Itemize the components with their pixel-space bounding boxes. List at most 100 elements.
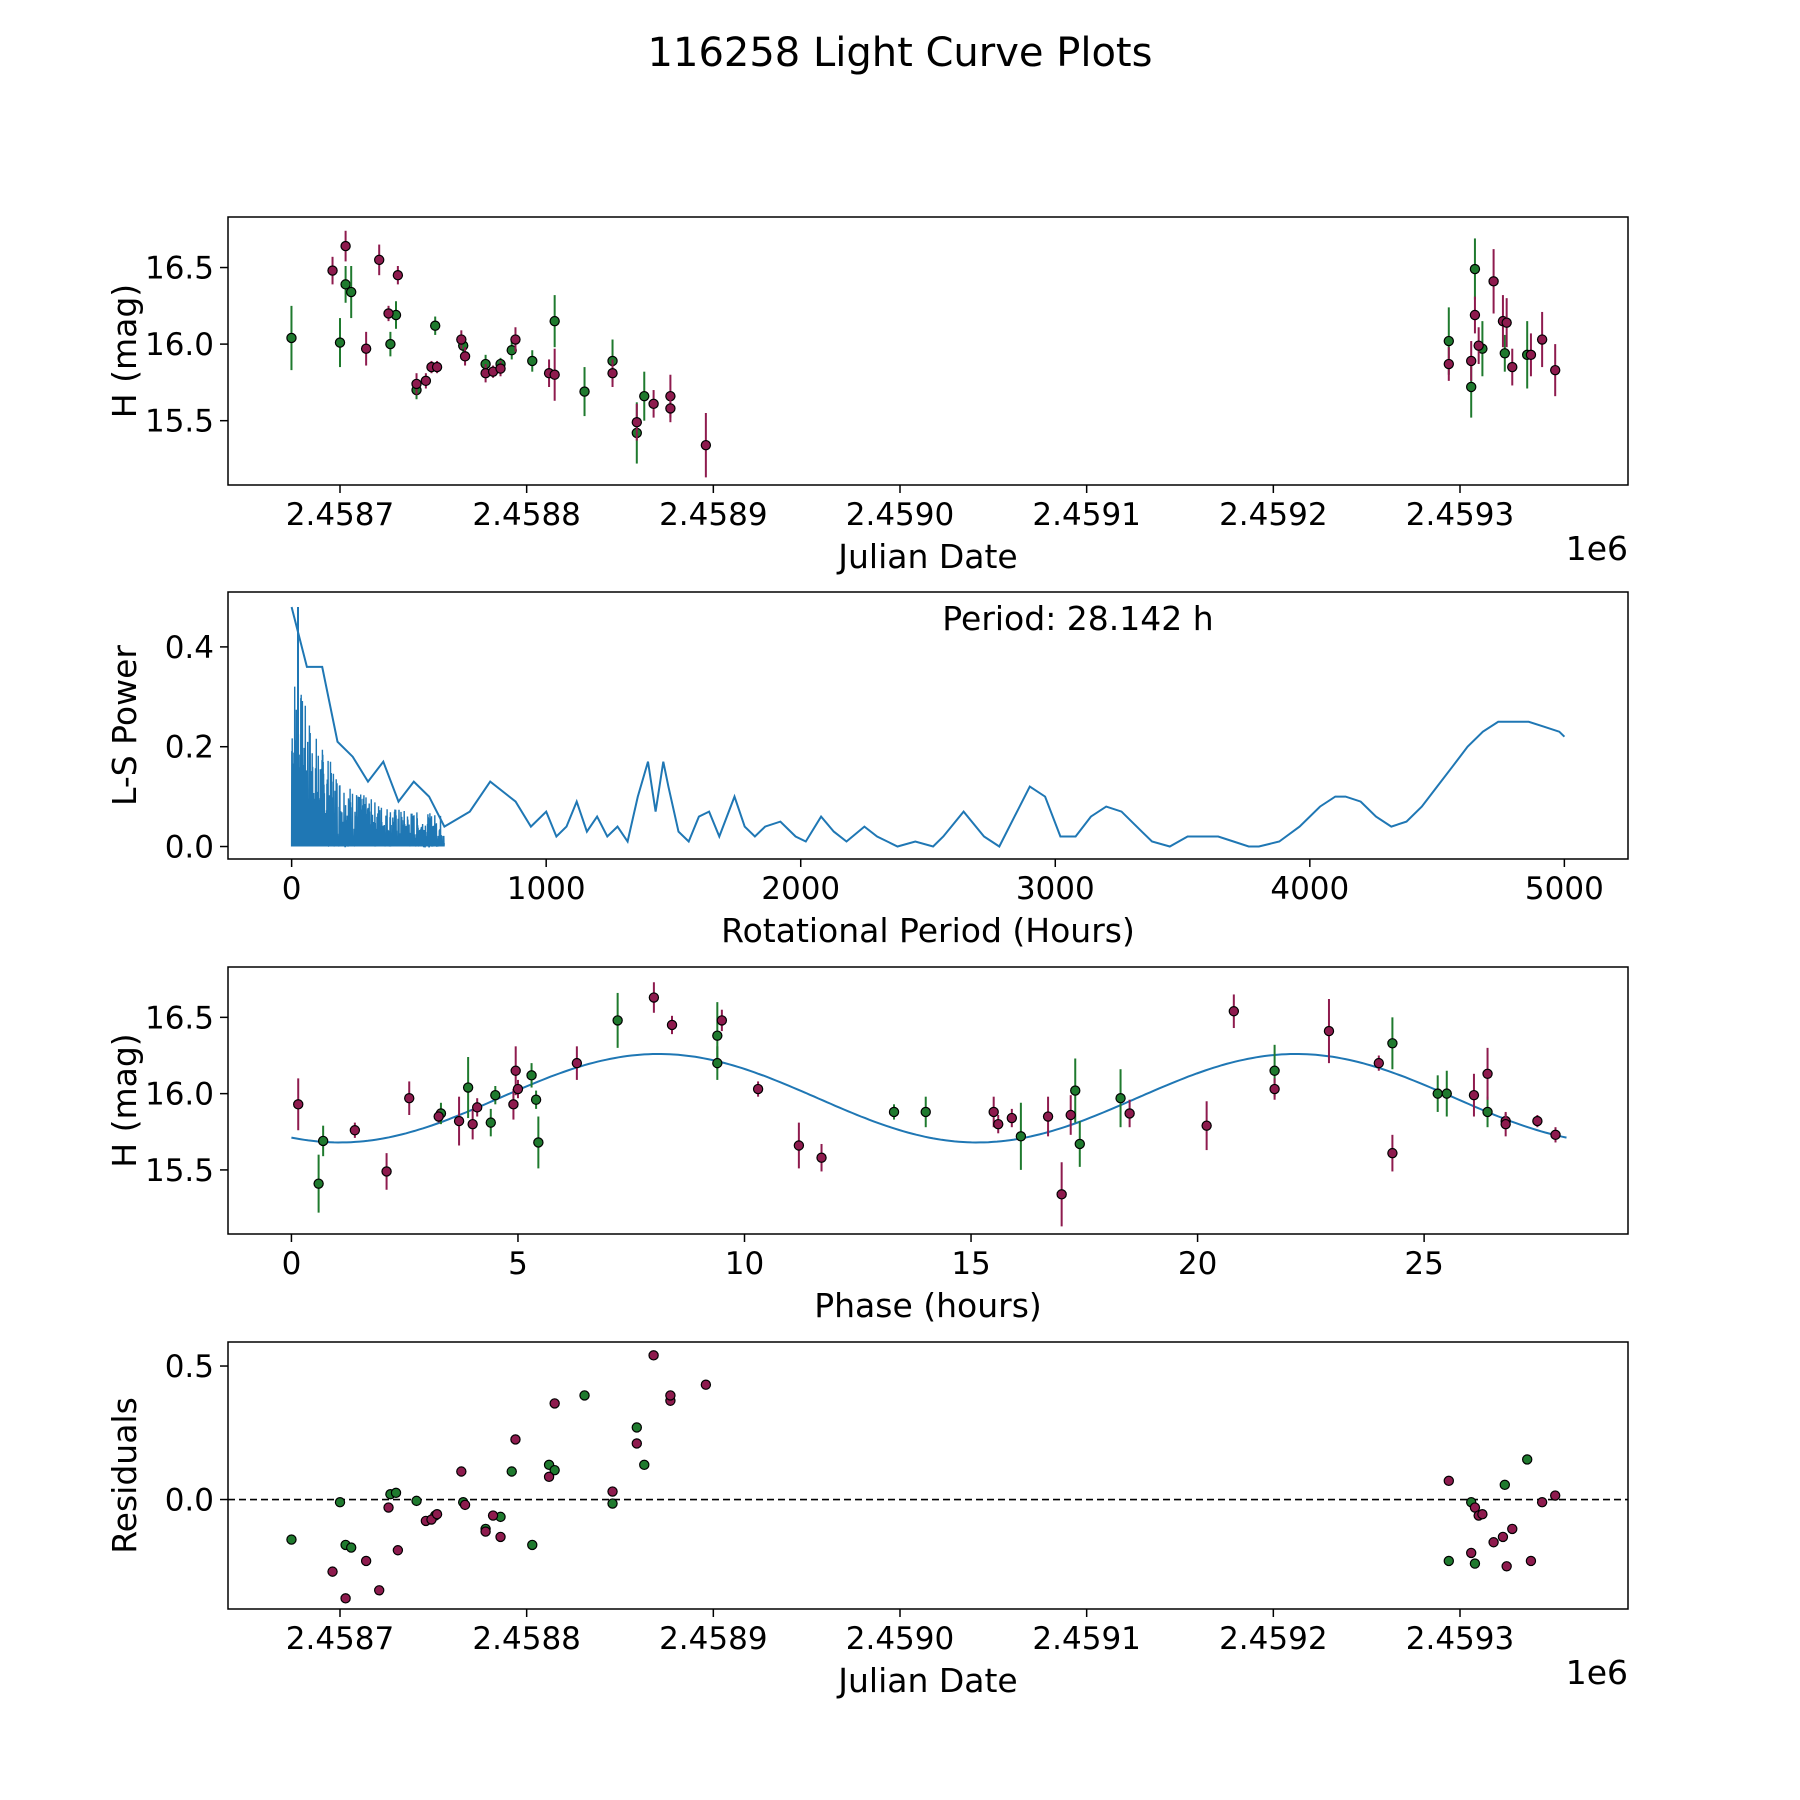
data-point-green <box>1499 348 1511 359</box>
data-point-red <box>1525 1555 1537 1567</box>
data-point-red <box>607 1486 618 1497</box>
data-point-red <box>666 1019 678 1031</box>
data-point-green <box>612 1015 623 1026</box>
y-axis-label: H (mag) <box>105 284 144 418</box>
data-point-red <box>1465 355 1477 367</box>
x-tick-label: 4000 <box>1270 871 1349 907</box>
x-axis-label: Julian Date <box>836 1661 1018 1700</box>
y-axis-label: H (mag) <box>105 1033 144 1167</box>
y-tick-label: 15.5 <box>145 1153 214 1189</box>
y-axis-label: L-S Power <box>105 645 144 806</box>
y-tick-label: 0.4 <box>165 630 214 666</box>
data-point-green <box>1443 1555 1455 1567</box>
data-point-red <box>1228 1006 1240 1017</box>
data-point-red <box>716 1015 728 1026</box>
data-point-red <box>752 1083 764 1095</box>
data-point-red <box>1501 317 1512 328</box>
data-point-red <box>1465 1547 1477 1559</box>
x-tick-label: 1000 <box>507 871 586 907</box>
data-point-green <box>527 1539 538 1551</box>
data-point-red <box>607 368 618 379</box>
figure-title: 116258 Light Curve Plots <box>648 30 1153 76</box>
x-tick-label: 2.4591 <box>1032 497 1140 533</box>
data-point-green <box>462 1082 474 1093</box>
data-point-green <box>920 1106 931 1118</box>
data-point-red <box>360 1555 372 1567</box>
data-point-green <box>317 1135 329 1147</box>
residuals-plot: 2.4587 2.4588 2.4589 2.4590 2.4591 2.4592 2.45… <box>105 1341 1629 1700</box>
lightcurve-plot: 2.4587 2.4588 2.4589 2.4590 2.4591 2.4592 2.45… <box>105 216 1629 576</box>
data-point-green <box>346 286 357 298</box>
data-point-red <box>1507 1523 1518 1535</box>
data-point-red <box>993 1118 1004 1130</box>
data-point-red <box>1468 1089 1480 1101</box>
y-tick-label: 0.2 <box>165 730 214 766</box>
plot-frame <box>227 216 1629 486</box>
data-point-red <box>374 1585 385 1596</box>
data-point-green <box>1441 1088 1452 1099</box>
data-point-green <box>888 1106 900 1118</box>
data-point-red <box>1532 1115 1543 1127</box>
x-tick-label: 5000 <box>1525 871 1604 907</box>
data-point-red <box>453 1115 465 1127</box>
data-point-red <box>508 1099 519 1110</box>
data-point-red <box>549 369 560 380</box>
data-point-red <box>459 351 471 362</box>
data-point-green <box>639 1459 650 1471</box>
data-point-green <box>485 1117 496 1128</box>
data-point-red <box>1549 364 1561 376</box>
data-point-red <box>374 254 385 266</box>
data-point-red <box>487 1510 499 1521</box>
data-point-green <box>1499 1479 1511 1491</box>
periodogram-line <box>290 606 1566 848</box>
y-tick-label: 16.5 <box>145 1000 214 1036</box>
data-point-green <box>334 337 346 348</box>
y-tick-label: 16.5 <box>145 251 214 287</box>
x-offset-label: 1e6 <box>1566 529 1628 568</box>
data-point-red <box>816 1152 827 1163</box>
data-point-green <box>712 1057 723 1069</box>
periodogram-plot: 0 1000 2000 3000 4000 5000 0.0 0.2 0.4 Rotational… <box>105 591 1629 950</box>
data-point-red <box>1056 1189 1067 1200</box>
y-tick-label: 0.0 <box>165 1483 214 1519</box>
x-tick-label: 2.4590 <box>846 1621 954 1657</box>
phase-plot: 0 5 10 15 20 25 15.5 16.0 16.5 Phase (hours) H (ma… <box>105 966 1629 1325</box>
data-point-red <box>392 1545 404 1556</box>
x-tick-label: 2.4588 <box>472 1621 580 1657</box>
data-point-green <box>1074 1138 1085 1150</box>
data-point-red <box>1469 309 1481 321</box>
data-point-red <box>381 1166 392 1177</box>
data-point-green <box>490 1089 501 1101</box>
data-point-red <box>411 378 422 390</box>
x-tick-label: 25 <box>1404 1246 1443 1282</box>
data-point-red <box>340 1593 351 1604</box>
x-tick-label: 0 <box>282 871 302 907</box>
data-point-red <box>1500 1118 1511 1130</box>
data-point-red <box>456 334 467 345</box>
data-point-red <box>1497 1531 1509 1543</box>
y-tick-label: 15.5 <box>145 404 214 440</box>
period-annotation: Period: 28.142 h <box>942 599 1213 638</box>
data-point-green <box>549 315 560 327</box>
data-point-red <box>700 439 712 451</box>
data-point-green <box>286 332 297 344</box>
x-offset-label: 1e6 <box>1566 1653 1628 1692</box>
plot-frame <box>227 966 1629 1235</box>
data-point-red <box>512 1083 524 1095</box>
periodogram-noise <box>290 686 445 848</box>
data-point-green <box>1432 1088 1443 1099</box>
plot-frame <box>227 591 1629 860</box>
data-point-green <box>607 1498 618 1509</box>
x-tick-label: 3000 <box>1016 871 1095 907</box>
x-tick-label: 2.4592 <box>1219 497 1327 533</box>
y-tick-label: 16.0 <box>145 327 214 363</box>
data-point-red <box>1473 340 1484 351</box>
data-point-red <box>1482 1068 1493 1080</box>
data-point-red <box>1042 1111 1054 1122</box>
x-tick-label: 2.4587 <box>286 1621 394 1657</box>
data-point-red <box>392 269 404 281</box>
data-point-green <box>1015 1131 1027 1142</box>
data-point-red <box>1065 1109 1076 1121</box>
data-point-green <box>579 386 590 397</box>
data-point-red <box>420 375 432 387</box>
